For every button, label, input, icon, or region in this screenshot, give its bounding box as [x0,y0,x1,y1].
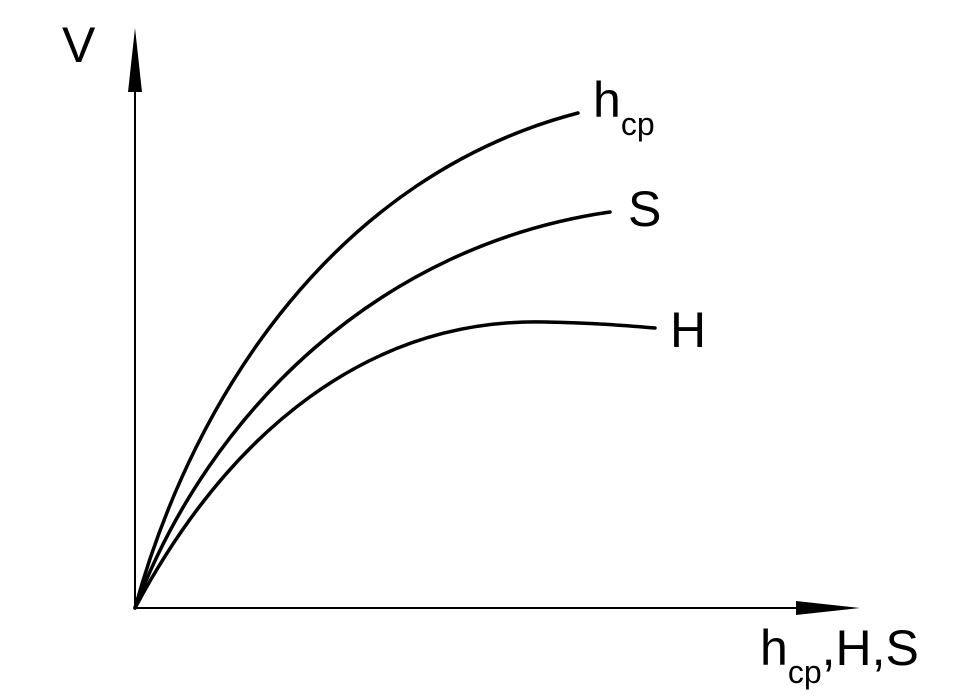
curve-s [133,210,612,610]
x-axis-arrow [796,601,860,615]
curve-label: hcp [593,72,655,142]
x-axis-label: hcp,H,S [760,620,919,690]
x-label-main: h [760,620,788,676]
curve-h [133,320,657,610]
y-axis-label: V [62,17,96,73]
x-label-rest: ,H,S [822,620,919,676]
y-axis-arrow [128,28,142,92]
curve-label-sub: cp [621,106,655,142]
x-label-sub: cp [788,654,822,690]
curve-label: H [670,302,706,358]
curve-hcp [133,111,580,610]
curve-label-main: h [593,72,621,128]
curve-label: S [628,181,661,237]
